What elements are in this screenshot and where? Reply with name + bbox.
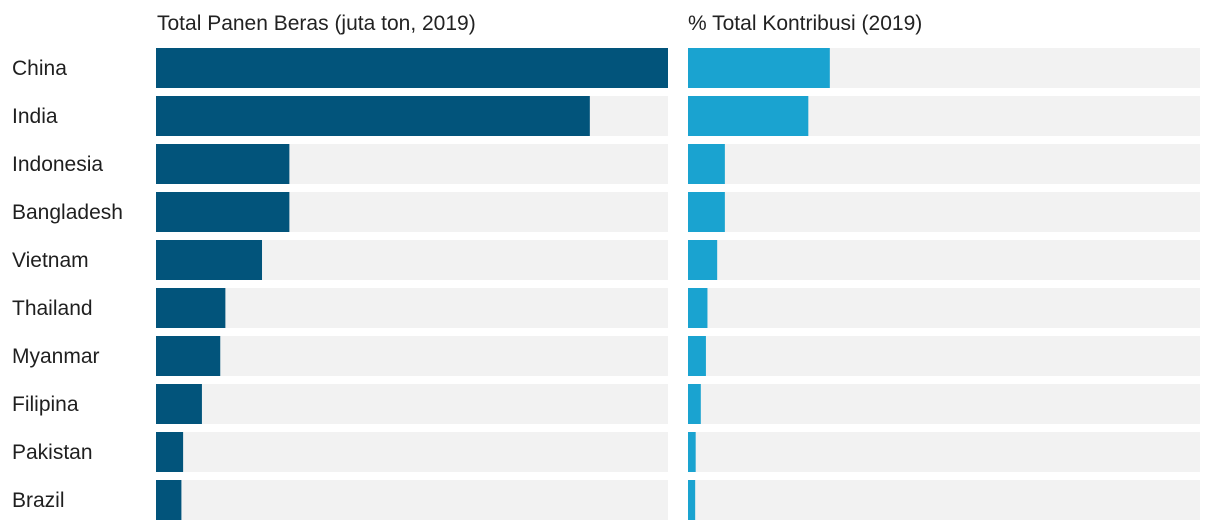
- right-track-vietnam: [688, 240, 1200, 280]
- left-track-thailand: [156, 288, 668, 328]
- category-label-indonesia: Indonesia: [12, 153, 103, 176]
- left-track-brazil: [156, 480, 668, 520]
- right-bar-brazil: [688, 480, 696, 520]
- category-label-india: India: [12, 105, 58, 128]
- left-bar-vietnam: [156, 240, 263, 280]
- category-label-china: China: [12, 57, 67, 80]
- left-bar-indonesia: [156, 144, 290, 184]
- right-bar-bangladesh: [688, 192, 725, 232]
- category-label-thailand: Thailand: [12, 297, 93, 320]
- left-panel-title: Total Panen Beras (juta ton, 2019): [157, 12, 476, 35]
- right-track-myanmar: [688, 336, 1200, 376]
- right-track-pakistan: [688, 432, 1200, 472]
- left-bar-bangladesh: [156, 192, 290, 232]
- right-bar-myanmar: [688, 336, 706, 376]
- right-track-brazil: [688, 480, 1200, 520]
- right-bar-indonesia: [688, 144, 725, 184]
- left-bar-thailand: [156, 288, 226, 328]
- right-bar-filipina: [688, 384, 701, 424]
- left-track-myanmar: [156, 336, 668, 376]
- right-bar-thailand: [688, 288, 708, 328]
- category-label-myanmar: Myanmar: [12, 345, 100, 368]
- left-bar-brazil: [156, 480, 182, 520]
- category-label-bangladesh: Bangladesh: [12, 201, 123, 224]
- right-track-thailand: [688, 288, 1200, 328]
- right-track-filipina: [688, 384, 1200, 424]
- left-bar-china: [156, 48, 668, 88]
- left-bar-pakistan: [156, 432, 184, 472]
- right-bar-pakistan: [688, 432, 696, 472]
- right-bar-vietnam: [688, 240, 718, 280]
- category-label-brazil: Brazil: [12, 489, 65, 512]
- right-panel-title: % Total Kontribusi (2019): [688, 12, 923, 35]
- left-bar-myanmar: [156, 336, 221, 376]
- category-label-filipina: Filipina: [12, 393, 79, 416]
- category-label-pakistan: Pakistan: [12, 441, 93, 464]
- right-bar-china: [688, 48, 830, 88]
- left-track-pakistan: [156, 432, 668, 472]
- left-track-filipina: [156, 384, 668, 424]
- left-bar-india: [156, 96, 590, 136]
- category-label-vietnam: Vietnam: [12, 249, 89, 272]
- left-bar-filipina: [156, 384, 202, 424]
- right-bar-india: [688, 96, 809, 136]
- right-track-bangladesh: [688, 192, 1200, 232]
- right-track-indonesia: [688, 144, 1200, 184]
